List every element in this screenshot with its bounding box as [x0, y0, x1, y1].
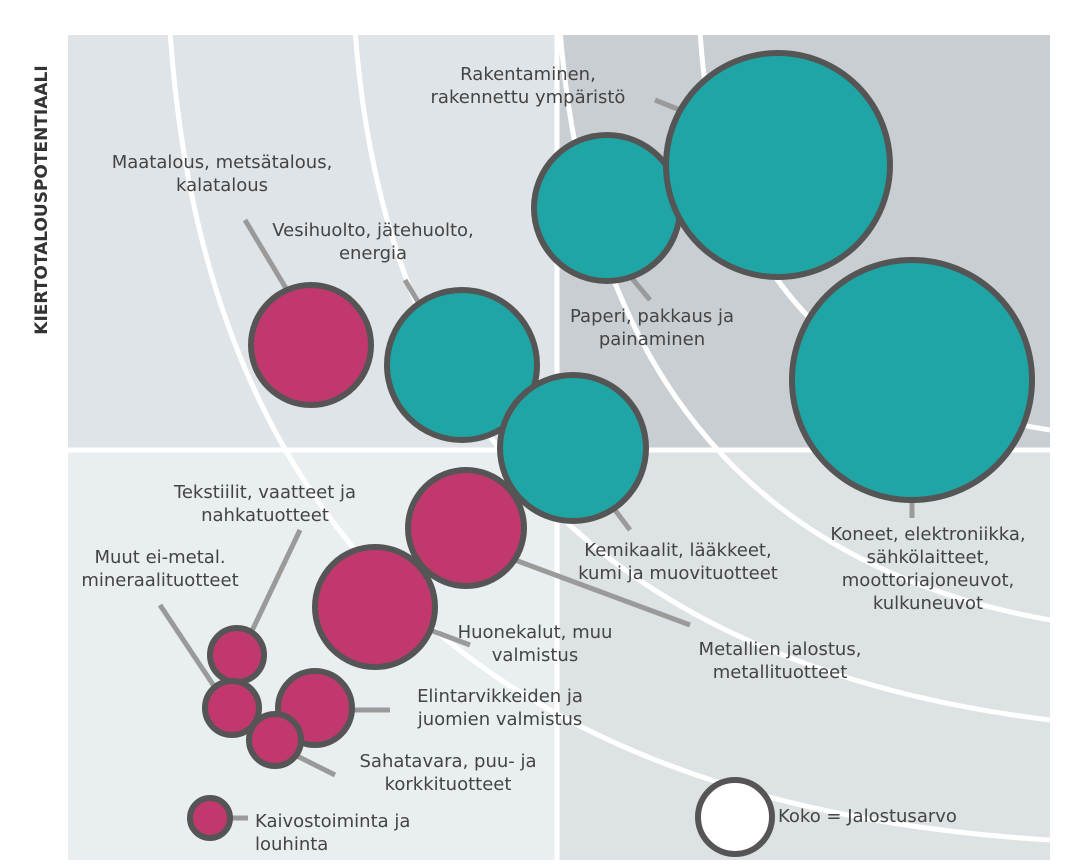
bubble-label: Kemikaalit, lääkkeet,: [584, 540, 771, 561]
bubble-label: Sahatavara, puu- ja: [359, 751, 536, 772]
bubble-label: Tekstiilit, vaatteet ja: [173, 482, 356, 503]
bubble-label: Kaivostoiminta ja: [255, 811, 410, 832]
leaders: [157, 97, 915, 821]
bubble-label: valmistus: [492, 645, 578, 666]
bubble-label: louhinta: [255, 834, 328, 855]
bubble-label: energia: [339, 243, 407, 264]
bubble-label: moottoriajoneuvot,: [842, 570, 1014, 591]
bubble-label: nahkatuotteet: [201, 505, 329, 526]
bubble-label: korkkituotteet: [385, 774, 512, 795]
bubble-label: Maatalous, metsätalous,: [112, 152, 333, 173]
bubble-label: kulkuneuvot: [873, 593, 983, 614]
bubble-label: Muut ei-metal.: [94, 547, 225, 568]
bubble-label: Vesihuolto, jätehuolto,: [272, 220, 474, 241]
bubbles: [187, 50, 1035, 857]
bubble-label: Koneet, elektroniikka,: [830, 524, 1025, 545]
bubble-label: Metallien jalostus,: [699, 639, 862, 660]
bubble-label: metallituotteet: [713, 662, 848, 683]
bubble-label: rakennettu ympäristö: [431, 87, 626, 108]
legend-label: Koko = Jalostusarvo: [778, 806, 957, 827]
bubble-label: Huonekalut, muu: [458, 622, 613, 643]
bubble-label: painaminen: [599, 329, 705, 350]
bubble-label: Elintarvikkeiden ja: [417, 686, 583, 707]
bubble-label: juomien valmistus: [417, 709, 583, 730]
bubble-label: mineraalituotteet: [81, 570, 238, 591]
bubble-label: Paperi, pakkaus ja: [570, 306, 734, 327]
quadrant: [557, 450, 1050, 860]
bubble-label: kalatalous: [176, 175, 268, 196]
bubble-label: kumi ja muovituotteet: [578, 563, 778, 584]
bubble-label: sähkölaitteet,: [867, 547, 990, 568]
y-axis-label: KIERTOTALOUSPOTENTIAALI: [32, 65, 52, 334]
bubble-label: Rakentaminen,: [460, 64, 596, 85]
